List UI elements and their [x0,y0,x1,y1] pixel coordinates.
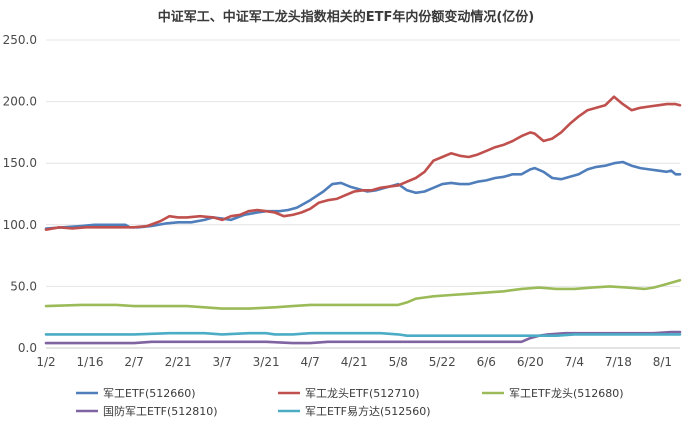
y-tick-label: 0.0 [18,341,37,355]
y-tick-label: 200.0 [3,95,37,109]
x-tick-label: 8/1 [653,355,672,369]
y-tick-label: 50.0 [10,279,37,293]
x-tick-label: 2/7 [124,355,143,369]
legend-label: 军工龙头ETF(512710) [305,387,420,400]
y-tick-label: 250.0 [3,33,37,47]
legend-label: 军工ETF龙头(512680) [509,387,624,400]
series-lines [44,95,682,345]
series-line [44,331,682,337]
y-tick-label: 100.0 [3,218,37,232]
x-tick-label: 3/7 [212,355,231,369]
x-tick-label: 4/7 [301,355,320,369]
x-tick-label: 1/2 [36,355,55,369]
legend-label: 军工ETF(512660) [103,387,196,400]
series-line [44,95,682,231]
y-axis-ticks: 0.0 50.0 100.0 150.0 200.0 250.0 [3,33,37,355]
series-line [44,160,682,230]
x-tick-label: 4/21 [341,355,368,369]
legend: 军工ETF(512660) 军工龙头ETF(512710) 军工ETF龙头(5126… [76,387,624,418]
x-tick-label: 1/16 [77,355,104,369]
x-tick-label: 6/20 [517,355,544,369]
x-tick-label: 6/6 [477,355,496,369]
x-tick-label: 5/8 [389,355,408,369]
chart-title: 中证军工、中证军工龙头指数相关的ETF年内份额变动情况(亿份) [157,10,535,25]
x-tick-label: 2/21 [165,355,192,369]
legend-label: 国防军工ETF(512810) [103,404,218,418]
legend-label: 军工ETF易方达(512560) [305,404,431,418]
x-tick-label: 5/22 [429,355,456,369]
x-axis-ticks: 1/2 1/16 2/7 2/21 3/7 3/21 4/7 4/21 5/8 5/22 6/6 6/… [36,355,672,369]
grid [46,39,680,349]
x-tick-label: 7/18 [605,355,632,369]
x-tick-label: 3/21 [253,355,280,369]
series-line [44,278,682,310]
x-tick-label: 7/4 [565,355,584,369]
y-tick-label: 150.0 [3,156,37,170]
